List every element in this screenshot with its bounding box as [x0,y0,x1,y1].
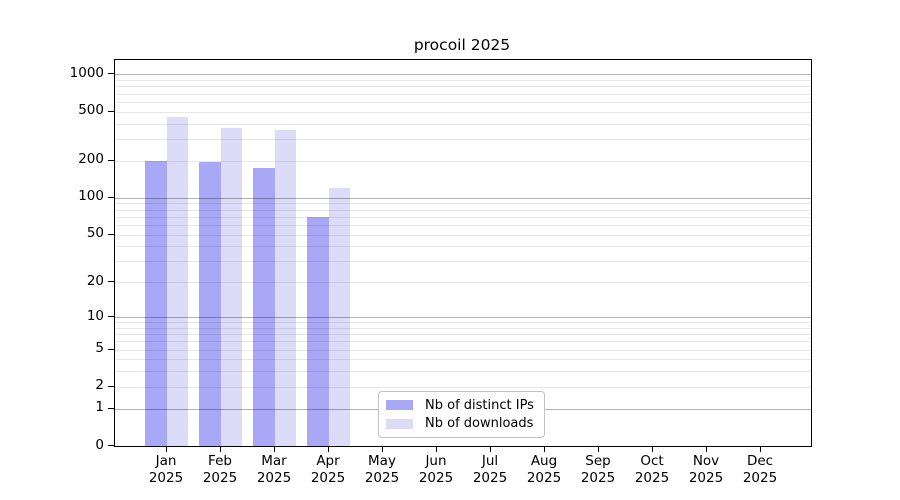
legend-swatch-downloads [386,418,413,429]
gridline-major-100 [115,197,811,199]
legend-swatch-distinct-ips [386,400,413,411]
gridline-minor-40 [115,246,811,248]
gridline-minor-7 [115,334,811,336]
bar-distinct-ips-jan [145,160,167,446]
y-tick-label-1: 1 [95,399,104,416]
y-tick-label-2: 2 [95,377,104,394]
gridline-minor-3 [115,371,811,373]
x-tick-jan [166,446,168,452]
y-tick-2 [108,385,114,388]
x-tick-feb [220,446,222,452]
x-tick-jul [490,446,492,452]
gridline-minor-9 [115,322,811,324]
chart-title: procoil 2025 [413,36,511,54]
gridline-minor-200 [115,160,811,162]
legend-item-distinct-ips: Nb of distinct IPs [379,398,544,413]
y-tick-50 [108,233,114,235]
x-tick-may [382,446,384,452]
bar-distinct-ips-feb [199,161,221,446]
y-tick-200 [108,159,114,161]
x-tick-jun [436,446,438,452]
y-tick-label-50: 50 [86,225,104,241]
legend-item-downloads: Nb of downloads [379,416,544,431]
x-tick-mar [274,446,276,452]
gridline-minor-30 [115,261,811,263]
bar-downloads-feb [221,128,242,446]
gridline-major-10 [115,317,811,318]
gridline-minor-6 [115,341,811,343]
bar-downloads-jan [167,117,188,446]
x-tick-label-may: May 2025 [364,453,400,486]
gridline-minor-50 [115,234,811,236]
gridline-minor-600 [115,101,811,103]
x-tick-label-aug: Aug 2025 [526,453,562,486]
gridline-minor-300 [115,139,811,140]
plot-area [114,59,812,447]
x-tick-label-sep: Sep 2025 [580,453,616,486]
gridline-minor-2 [115,386,811,388]
x-tick-oct [652,446,654,452]
gridline-minor-4 [115,359,811,361]
x-tick-label-oct: Oct 2025 [634,453,670,486]
y-tick-label-20: 20 [86,272,104,289]
y-tick-label-500: 500 [78,102,104,118]
x-tick-label-nov: Nov 2025 [688,453,724,486]
y-tick-5 [108,348,114,350]
grid-layer [115,60,811,446]
y-tick-10 [108,316,114,318]
y-tick-label-0: 0 [95,436,104,453]
y-tick-100 [108,196,114,198]
y-tick-label-100: 100 [78,188,104,205]
gridline-minor-8 [115,327,811,329]
x-tick-label-jan: Jan 2025 [148,453,184,486]
y-tick-20 [108,281,114,283]
bar-downloads-apr [329,188,350,446]
gridline-minor-800 [115,86,811,88]
gridline-minor-900 [115,80,811,81]
x-tick-label-apr: Apr 2025 [310,453,346,486]
gridline-minor-80 [115,209,811,211]
gridline-major-1000 [115,74,811,76]
gridline-minor-90 [115,203,811,205]
x-tick-sep [598,446,600,452]
bar-downloads-mar [275,129,296,446]
x-tick-label-jul: Jul 2025 [472,453,508,486]
x-tick-dec [760,446,762,452]
y-tick-1000 [108,73,114,75]
y-tick-1 [108,407,114,409]
gridline-minor-700 [115,93,811,95]
x-tick-label-dec: Dec 2025 [742,453,778,486]
legend-label-distinct-ips: Nb of distinct IPs [425,397,534,413]
y-tick-label-10: 10 [86,307,104,324]
gridline-minor-70 [115,216,811,218]
legend-label-downloads: Nb of downloads [425,416,534,432]
bar-distinct-ips-apr [307,216,329,446]
bar-distinct-ips-mar [253,167,275,446]
y-tick-0 [108,445,114,447]
y-tick-label-1000: 1000 [69,64,104,81]
x-tick-label-mar: Mar 2025 [256,453,292,486]
y-tick-label-200: 200 [78,151,104,168]
x-tick-aug [544,446,546,452]
gridline-minor-400 [115,123,811,125]
bars-layer [115,60,811,446]
gridline-minor-20 [115,282,811,284]
gridline-minor-500 [115,111,811,113]
x-tick-label-jun: Jun 2025 [418,453,454,486]
gridline-minor-5 [115,349,811,351]
x-tick-apr [328,446,330,452]
y-tick-500 [108,110,114,112]
y-tick-label-5: 5 [95,340,104,357]
legend: Nb of distinct IPs Nb of downloads [378,391,545,438]
x-tick-nov [706,446,708,452]
x-tick-label-feb: Feb 2025 [202,453,238,486]
gridline-minor-60 [115,224,811,226]
